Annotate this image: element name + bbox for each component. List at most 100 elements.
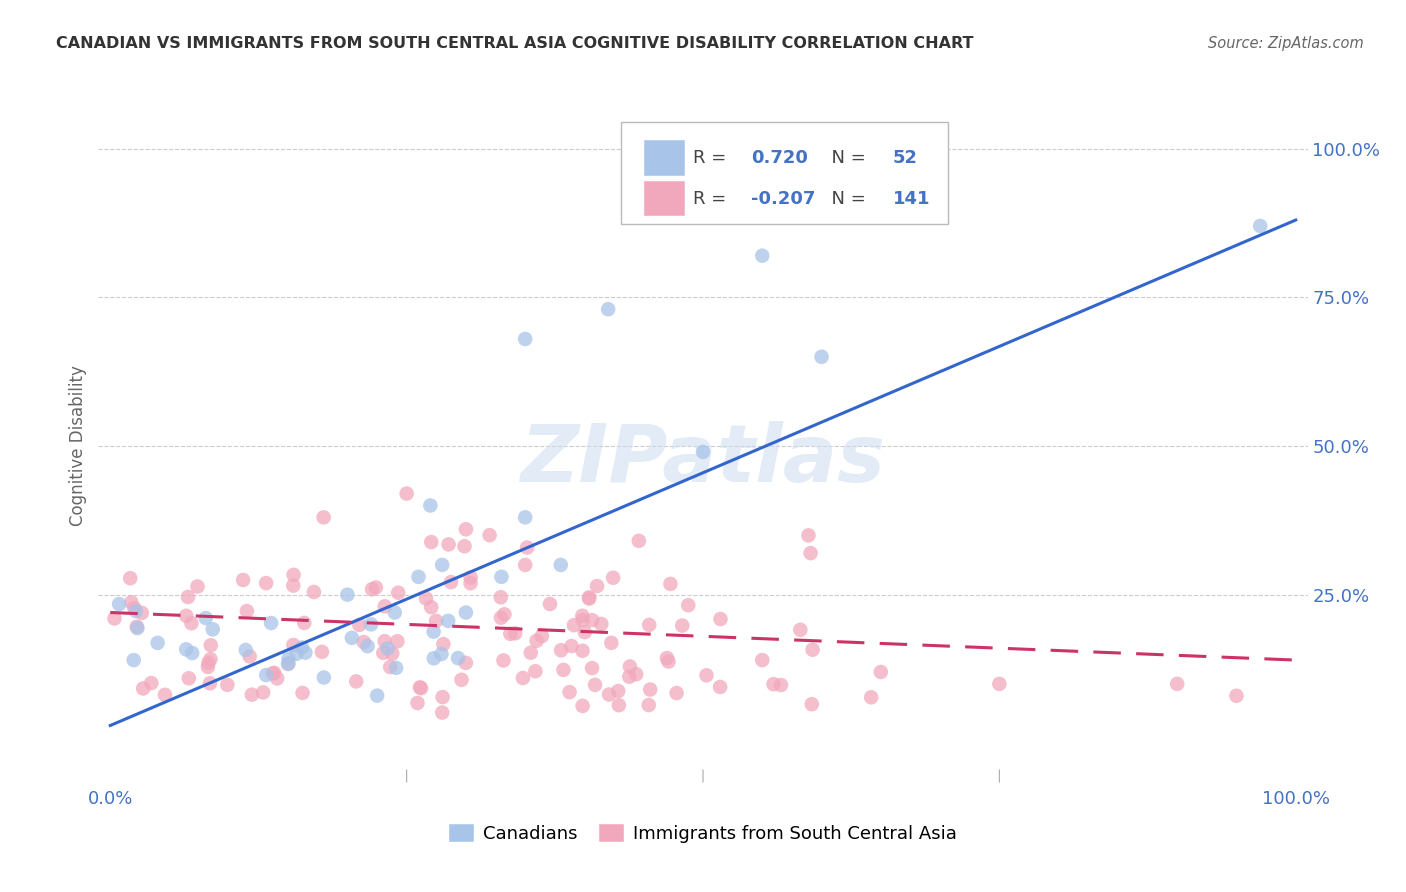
Y-axis label: Cognitive Disability: Cognitive Disability <box>69 366 87 526</box>
Point <box>619 659 641 673</box>
Point <box>254 576 277 591</box>
Point <box>131 606 153 620</box>
Point <box>198 676 221 690</box>
Point <box>797 528 820 542</box>
Point <box>607 684 630 698</box>
Point <box>232 573 254 587</box>
Point <box>294 646 316 660</box>
Point <box>607 698 630 713</box>
Point <box>302 585 325 599</box>
Point <box>988 677 1011 691</box>
Point <box>252 685 274 699</box>
Point <box>380 660 402 674</box>
Point <box>574 625 596 640</box>
Point <box>385 661 408 675</box>
Point <box>312 510 335 524</box>
Point <box>432 558 454 572</box>
Point <box>364 581 387 595</box>
FancyBboxPatch shape <box>644 140 685 176</box>
Point <box>291 686 314 700</box>
Point <box>571 608 593 623</box>
Point <box>571 698 593 713</box>
Point <box>120 571 142 585</box>
Text: 52: 52 <box>893 149 918 167</box>
Point <box>420 535 443 549</box>
Point <box>409 680 432 694</box>
Point <box>665 686 688 700</box>
Point <box>197 660 219 674</box>
Point <box>526 633 548 648</box>
Point <box>181 646 204 660</box>
Point <box>598 688 620 702</box>
Point <box>236 604 259 618</box>
Point <box>1225 689 1247 703</box>
Point <box>454 522 477 536</box>
Point <box>103 611 125 625</box>
Point <box>377 641 399 656</box>
Point <box>709 680 731 694</box>
Point <box>571 613 593 627</box>
Point <box>180 616 202 631</box>
Point <box>200 638 222 652</box>
Point <box>769 678 792 692</box>
Point <box>581 613 603 627</box>
Point <box>800 546 823 560</box>
Point <box>453 539 475 553</box>
Point <box>432 706 454 720</box>
Point <box>627 533 650 548</box>
Point <box>751 653 773 667</box>
Point <box>478 528 501 542</box>
Point <box>406 696 429 710</box>
Point <box>561 639 583 653</box>
Point <box>519 646 541 660</box>
Point <box>422 624 444 639</box>
Point <box>312 671 335 685</box>
Point <box>425 614 447 628</box>
Point <box>366 689 388 703</box>
Point <box>637 698 659 712</box>
Point <box>283 567 305 582</box>
Point <box>460 576 482 591</box>
Point <box>292 615 315 630</box>
Text: 0.720: 0.720 <box>751 149 808 167</box>
Point <box>591 617 613 632</box>
Point <box>353 635 375 649</box>
Point <box>450 673 472 687</box>
Point <box>581 661 603 675</box>
Point <box>512 671 534 685</box>
Text: ZIPatlas: ZIPatlas <box>520 420 886 499</box>
FancyBboxPatch shape <box>644 181 685 216</box>
Point <box>801 642 824 657</box>
Point <box>530 629 553 643</box>
Text: -0.207: -0.207 <box>751 190 815 208</box>
Point <box>387 634 409 648</box>
Point <box>558 685 581 699</box>
Legend: Canadians, Immigrants from South Central Asia: Canadians, Immigrants from South Central… <box>441 817 965 850</box>
Point <box>447 651 470 665</box>
Point <box>177 671 200 685</box>
Point <box>374 599 396 614</box>
Point <box>562 618 585 632</box>
Point <box>408 570 430 584</box>
Point <box>492 653 515 667</box>
Point <box>124 601 146 615</box>
Point <box>659 577 682 591</box>
Point <box>153 688 176 702</box>
Point <box>336 588 359 602</box>
Point <box>789 623 811 637</box>
Point <box>201 622 224 636</box>
Point <box>177 590 200 604</box>
Point <box>586 579 609 593</box>
Point <box>262 666 284 681</box>
Text: Source: ZipAtlas.com: Source: ZipAtlas.com <box>1208 36 1364 51</box>
Point <box>454 656 477 670</box>
Point <box>356 639 378 653</box>
Point <box>762 677 785 691</box>
Point <box>419 499 441 513</box>
Point <box>598 302 620 317</box>
Point <box>550 643 572 657</box>
Point <box>494 607 516 622</box>
Point <box>692 445 714 459</box>
Point <box>254 668 277 682</box>
Point <box>381 647 404 661</box>
